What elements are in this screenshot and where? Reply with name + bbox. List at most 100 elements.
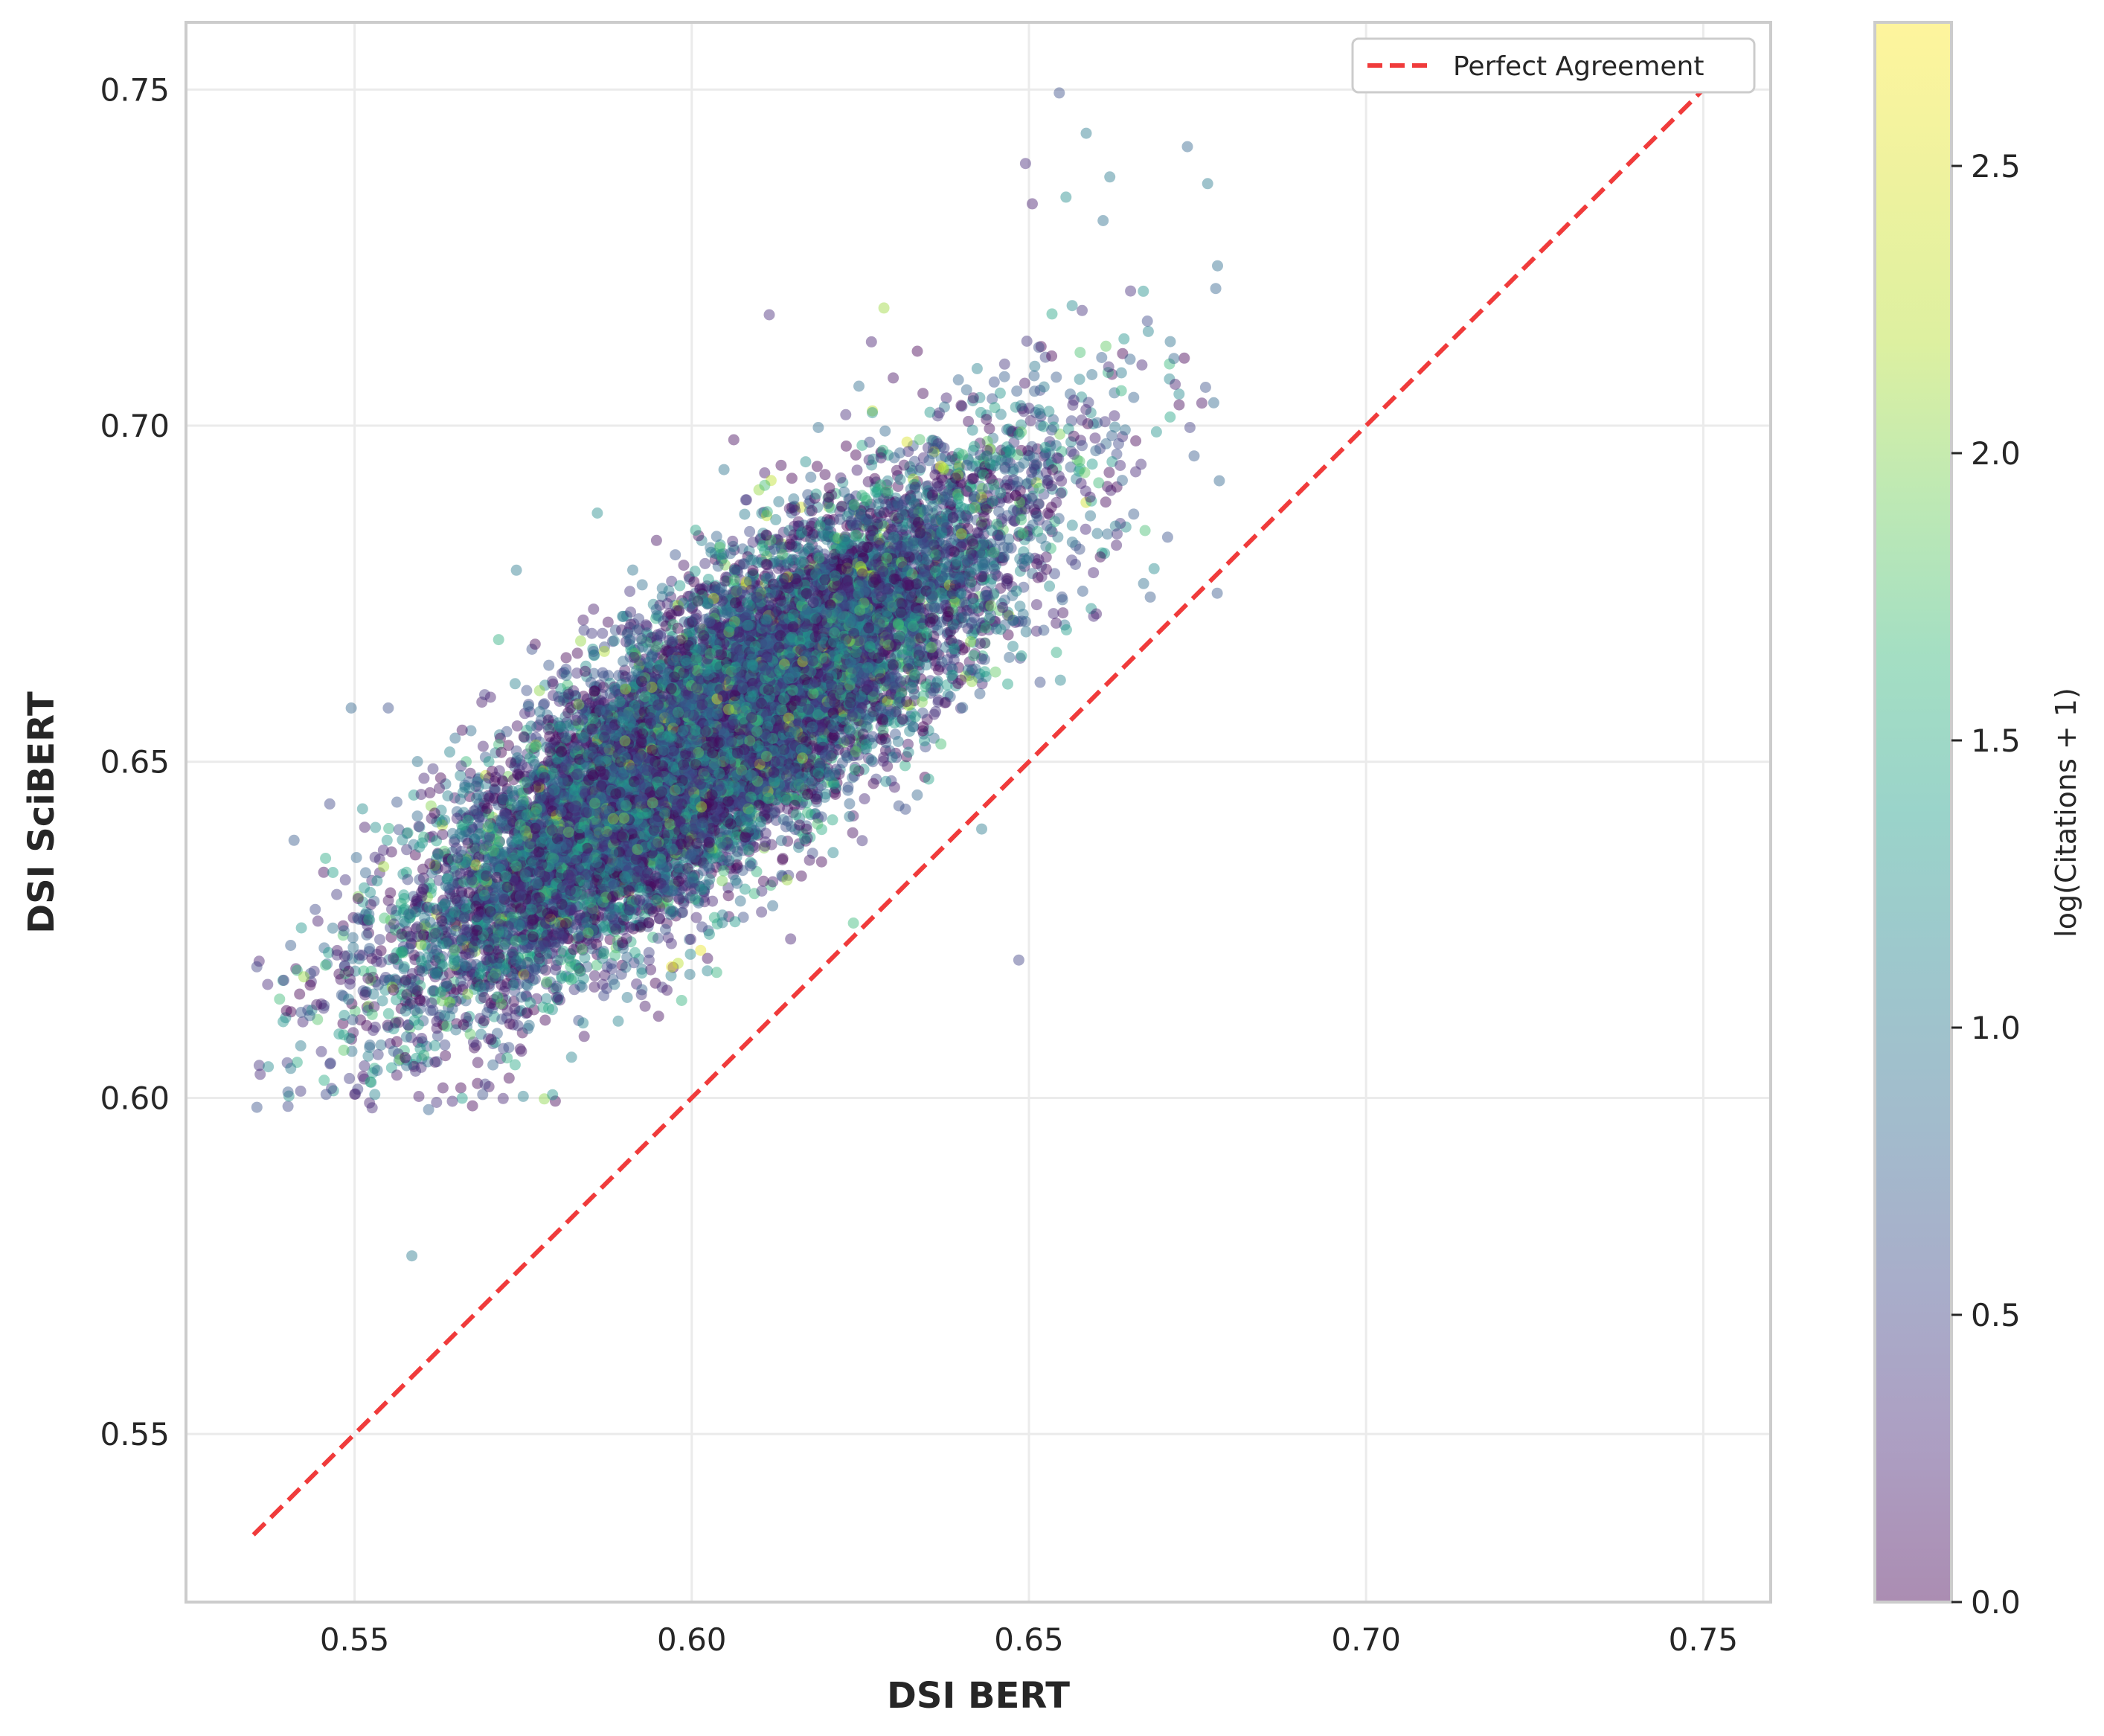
scatter-point (798, 608, 809, 619)
scatter-point (723, 701, 735, 713)
scatter-point (619, 824, 631, 836)
scatter-point (848, 749, 860, 761)
scatter-point (743, 731, 754, 743)
scatter-point (781, 728, 792, 740)
scatter-point (635, 743, 647, 755)
scatter-point (667, 762, 679, 774)
scatter-point (1173, 388, 1185, 400)
scatter-point (509, 916, 520, 927)
scatter-point (612, 724, 624, 736)
scatter-point (641, 696, 652, 708)
scatter-point (641, 662, 652, 673)
scatter-point (737, 609, 749, 621)
scatter-point (705, 867, 717, 879)
scatter-point (434, 772, 446, 784)
scatter-point (601, 854, 613, 866)
scatter-point (645, 802, 656, 814)
scatter-point (1117, 347, 1129, 359)
scatter-point (338, 1044, 350, 1056)
scatter-point (893, 574, 905, 586)
scatter-point (324, 798, 336, 810)
scatter-point (745, 649, 757, 660)
scatter-point (836, 676, 848, 688)
scatter-point (1002, 678, 1013, 690)
scatter-point (908, 567, 920, 579)
scatter-point (722, 710, 734, 721)
scatter-point (819, 596, 831, 608)
scatter-point (309, 903, 321, 915)
scatter-point (699, 743, 711, 755)
scatter-point (612, 1015, 624, 1027)
scatter-point (501, 822, 513, 834)
scatter-point (641, 749, 653, 760)
scatter-point (885, 603, 897, 615)
scatter-point (761, 715, 773, 727)
scatter-point (960, 568, 971, 580)
scatter-point (740, 792, 752, 804)
scatter-point (549, 799, 561, 811)
scatter-point (684, 969, 696, 980)
scatter-point (464, 966, 475, 977)
scatter-point (456, 724, 468, 736)
scatter-point (803, 545, 815, 557)
scatter-point (773, 670, 785, 682)
scatter-point (1042, 474, 1054, 486)
scatter-point (1074, 374, 1085, 385)
scatter-point (758, 644, 770, 656)
scatter-point (648, 631, 660, 643)
scatter-point (664, 702, 676, 714)
scatter-point (331, 888, 343, 900)
scatter-point (773, 732, 785, 744)
scatter-point (484, 691, 496, 703)
scatter-point (716, 686, 728, 698)
scatter-point (785, 933, 797, 945)
scatter-point (657, 696, 669, 708)
scatter-point (356, 803, 368, 815)
scatter-point (1007, 641, 1019, 653)
scatter-point (1213, 475, 1225, 487)
scatter-point (586, 767, 597, 779)
scatter-point (665, 743, 677, 755)
scatter-point (860, 597, 872, 608)
scatter-point (734, 895, 746, 907)
scatter-point (690, 587, 702, 599)
scatter-point (734, 713, 746, 725)
scatter-point (644, 708, 655, 720)
scatter-point (888, 372, 899, 384)
scatter-point (806, 765, 818, 777)
scatter-point (700, 656, 712, 668)
scatter-point (1199, 382, 1211, 393)
scatter-point (785, 611, 797, 623)
scatter-point (485, 944, 497, 956)
scatter-point (550, 832, 562, 844)
scatter-point (437, 1082, 449, 1094)
scatter-point (911, 616, 923, 628)
scatter-point (639, 771, 651, 783)
scatter-point (1066, 300, 1078, 312)
scatter-point (795, 645, 806, 657)
scatter-point (955, 400, 967, 411)
scatter-point (998, 358, 1010, 370)
scatter-point (584, 705, 596, 717)
scatter-point (590, 909, 602, 920)
scatter-point (761, 730, 773, 742)
scatter-point (1164, 411, 1176, 423)
scatter-point (519, 817, 531, 829)
scatter-point (782, 835, 794, 847)
scatter-point (466, 1100, 478, 1112)
scatter-point (858, 763, 870, 775)
scatter-point (321, 958, 333, 970)
scatter-point (775, 459, 787, 471)
scatter-point (835, 713, 847, 725)
scatter-point (493, 836, 505, 848)
scatter-point (638, 766, 650, 778)
scatter-point (885, 658, 897, 670)
scatter-point (288, 834, 300, 846)
scatter-point (370, 821, 382, 833)
scatter-point (949, 647, 961, 659)
scatter-point (344, 1072, 356, 1084)
scatter-point (469, 894, 481, 906)
scatter-point (766, 657, 778, 669)
scatter-point (751, 744, 763, 756)
scatter-point (682, 751, 694, 763)
